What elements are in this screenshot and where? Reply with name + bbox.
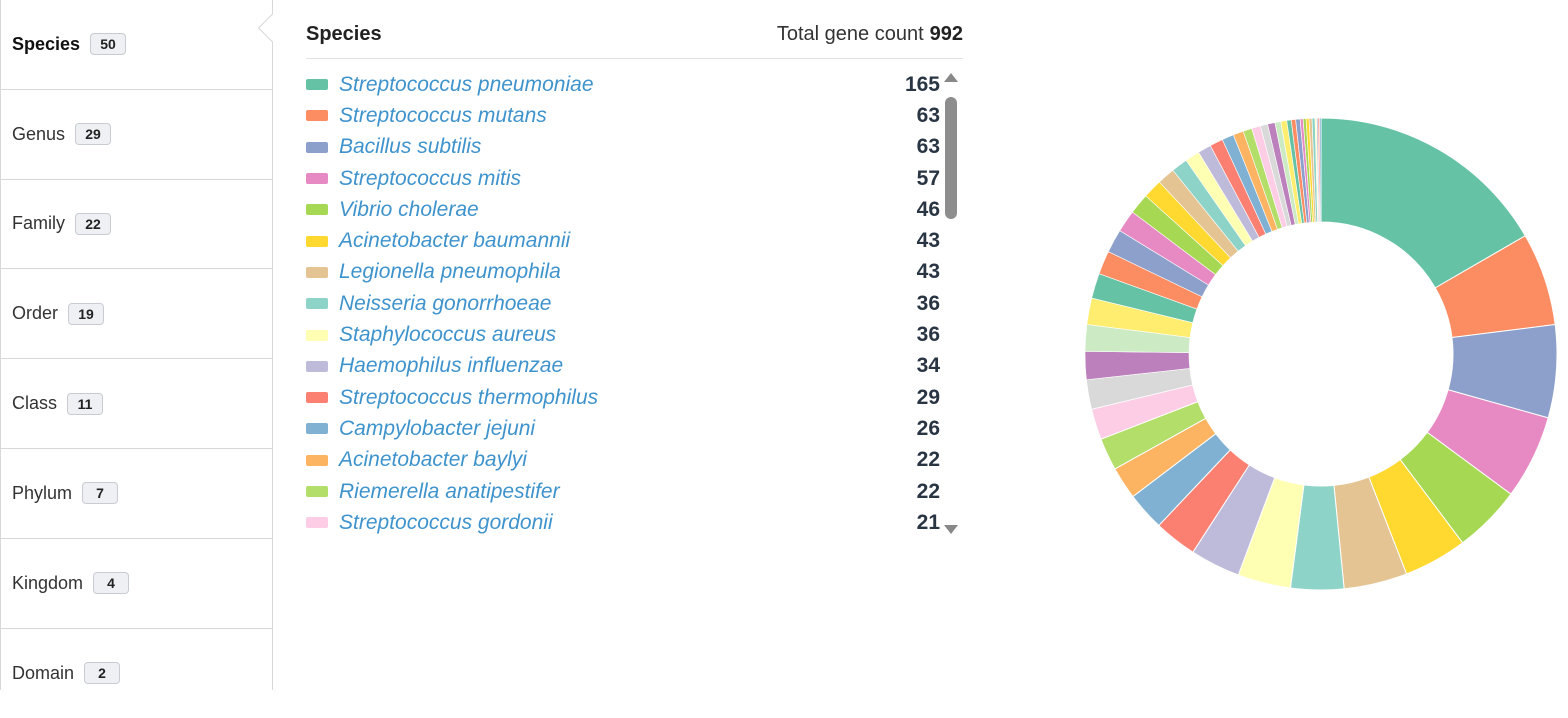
legend-row[interactable]: Streptococcus mitis 57: [306, 163, 963, 194]
count-badge: 7: [82, 482, 119, 505]
species-link[interactable]: Streptococcus thermophilus: [339, 385, 599, 409]
tab-label: Kingdom: [12, 572, 84, 593]
tab-label: Species: [12, 33, 81, 54]
legend-row[interactable]: Bacillus subtilis 63: [306, 132, 963, 163]
tab-label: Domain: [12, 662, 75, 683]
species-link[interactable]: Neisseria gonorrhoeae: [339, 291, 552, 315]
legend-row[interactable]: Streptococcus thermophilus 29: [306, 382, 963, 413]
species-link[interactable]: Acinetobacter baylyi: [339, 448, 527, 472]
panel-title: Species: [306, 22, 382, 45]
species-count: 46: [916, 197, 940, 221]
legend-swatch: [306, 392, 328, 404]
species-link[interactable]: Acinetobacter baumannii: [339, 229, 571, 253]
species-legend-panel: Species Total gene count 992 Streptococcu…: [306, 18, 963, 538]
tab-phylum[interactable]: Phylum 7: [1, 449, 272, 539]
species-link[interactable]: Bacillus subtilis: [339, 135, 482, 159]
scroll-up-arrow-icon[interactable]: [944, 73, 958, 82]
legend-list[interactable]: Streptococcus pneumoniae 165 Streptococcus…: [306, 69, 963, 538]
species-count: 43: [916, 260, 940, 284]
total-value: 992: [929, 22, 963, 45]
legend-swatch: [306, 173, 328, 185]
legend-swatch: [306, 266, 328, 278]
legend-swatch: [306, 204, 328, 216]
tab-kingdom[interactable]: Kingdom 4: [1, 539, 272, 629]
count-badge: 4: [93, 572, 130, 595]
legend-row[interactable]: Staphylococcus aureus 36: [306, 319, 963, 350]
species-count: 63: [916, 103, 940, 127]
tab-label: Genus: [12, 123, 66, 144]
species-link[interactable]: Streptococcus gordonii: [339, 510, 553, 534]
donut-slice[interactable]: [1319, 117, 1322, 223]
panel-header: Species Total gene count 992: [306, 18, 963, 59]
count-badge: 29: [75, 123, 112, 146]
species-link[interactable]: Streptococcus mitis: [339, 166, 522, 190]
legend-swatch: [306, 141, 328, 153]
taxonomy-sidebar: Species 50 Genus 29 Family 22 Order 19 Class 11 Ph…: [0, 0, 273, 690]
legend-row[interactable]: Streptococcus gordonii 21: [306, 507, 963, 538]
species-count: 22: [916, 479, 940, 503]
species-link[interactable]: Streptococcus pneumoniae: [339, 72, 594, 96]
species-count: 43: [916, 229, 940, 253]
tab-label: Phylum: [12, 482, 73, 503]
legend-swatch: [306, 360, 328, 372]
legend-swatch: [306, 79, 328, 91]
count-badge: 19: [68, 302, 105, 325]
species-count: 57: [916, 166, 940, 190]
tab-species[interactable]: Species 50: [1, 0, 272, 90]
species-link[interactable]: Legionella pneumophila: [339, 260, 561, 284]
scrollbar-thumb[interactable]: [945, 97, 957, 219]
legend-swatch: [306, 486, 328, 497]
legend-row[interactable]: Riemerella anatipestifer 22: [306, 476, 963, 507]
species-count: 36: [916, 291, 940, 315]
species-count: 22: [916, 448, 940, 472]
count-badge: 11: [67, 392, 104, 415]
count-badge: 2: [84, 662, 121, 685]
legend-swatch: [306, 423, 328, 435]
legend-row[interactable]: Legionella pneumophila 43: [306, 257, 963, 288]
tab-domain[interactable]: Domain 2: [1, 629, 272, 718]
species-link[interactable]: Haemophilus influenzae: [339, 354, 564, 378]
species-donut-chart: [1084, 117, 1558, 591]
scroll-down-arrow-icon[interactable]: [944, 525, 958, 534]
tab-genus[interactable]: Genus 29: [1, 90, 272, 180]
legend-swatch: [306, 110, 328, 122]
species-count: 36: [916, 323, 940, 347]
tab-label: Order: [12, 303, 59, 324]
legend-row[interactable]: Vibrio cholerae 46: [306, 194, 963, 225]
legend-row[interactable]: Streptococcus mutans 63: [306, 100, 963, 131]
legend-swatch: [306, 235, 328, 247]
count-badge: 22: [75, 212, 111, 235]
legend-swatch: [306, 517, 328, 529]
legend-row[interactable]: Campylobacter jejuni 26: [306, 413, 963, 444]
species-link[interactable]: Vibrio cholerae: [339, 197, 479, 221]
legend-row[interactable]: Haemophilus influenzae 34: [306, 351, 963, 382]
donut-slice[interactable]: [1320, 117, 1526, 289]
total-gene-count: Total gene count 992: [777, 23, 963, 46]
species-link[interactable]: Campylobacter jejuni: [339, 416, 536, 440]
species-link[interactable]: Riemerella anatipestifer: [339, 479, 560, 503]
species-count: 165: [904, 72, 940, 96]
legend-swatch: [306, 298, 328, 310]
species-link[interactable]: Staphylococcus aureus: [339, 323, 557, 347]
legend-swatch: [306, 454, 328, 466]
count-badge: 50: [90, 33, 127, 56]
tab-order[interactable]: Order 19: [1, 269, 272, 360]
species-count: 34: [916, 354, 940, 378]
tab-class[interactable]: Class 11: [1, 359, 272, 449]
legend-scrollbar[interactable]: [940, 69, 963, 538]
species-count: 63: [916, 135, 940, 159]
legend-row[interactable]: Neisseria gonorrhoeae 36: [306, 288, 963, 319]
legend-row[interactable]: Acinetobacter baylyi 22: [306, 445, 963, 476]
species-count: 29: [916, 385, 940, 409]
total-label: Total gene count: [776, 22, 924, 45]
species-link[interactable]: Streptococcus mutans: [339, 103, 547, 127]
legend-row[interactable]: Acinetobacter baumannii 43: [306, 225, 963, 256]
species-count: 26: [916, 416, 940, 440]
tab-family[interactable]: Family 22: [1, 180, 272, 270]
species-count: 21: [916, 510, 940, 534]
tab-label: Class: [12, 393, 58, 414]
legend-swatch: [306, 329, 328, 341]
tab-label: Family: [12, 213, 65, 234]
legend-row[interactable]: Streptococcus pneumoniae 165: [306, 69, 963, 100]
